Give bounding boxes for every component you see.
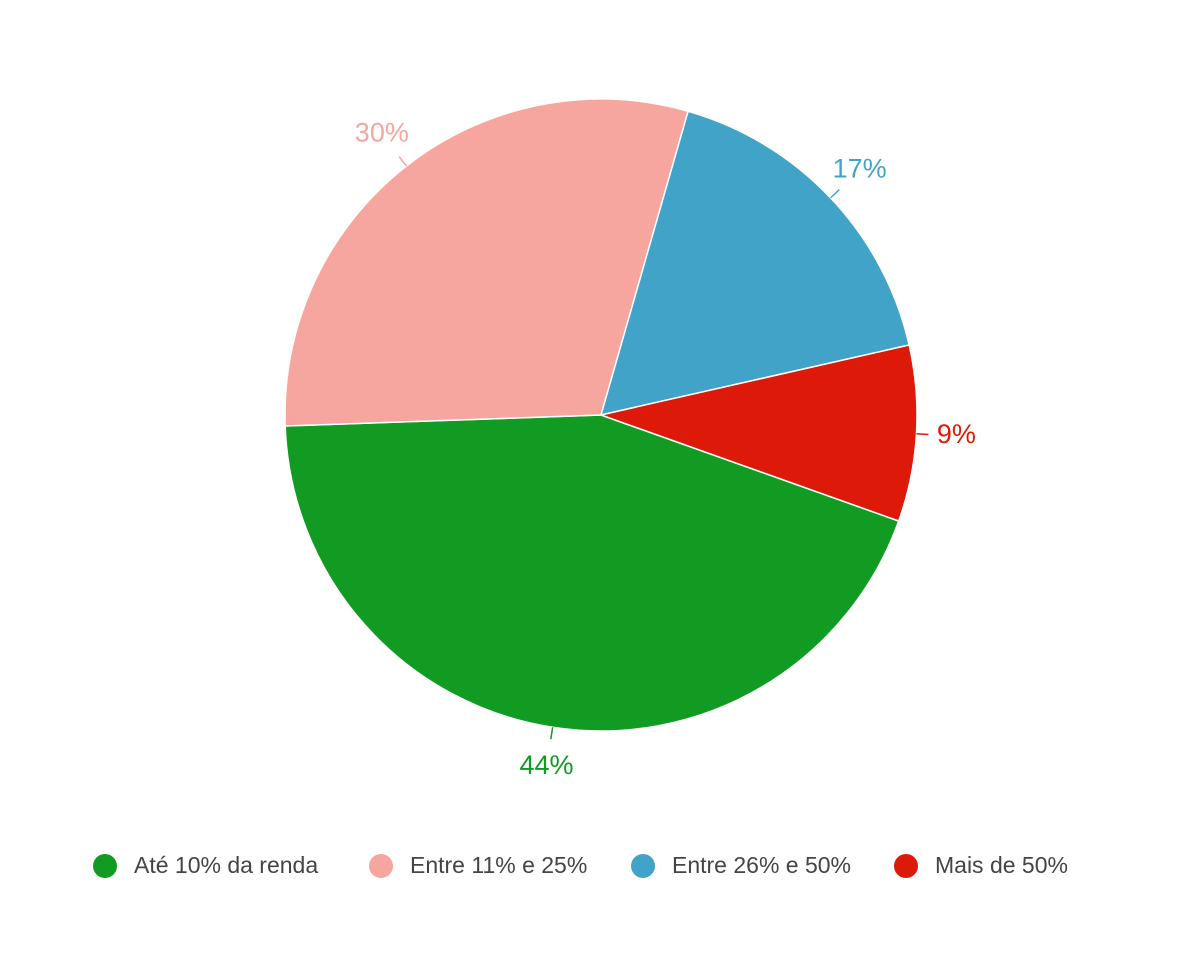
legend-label: Até 10% da renda xyxy=(134,852,318,878)
value-label: 9% xyxy=(937,419,976,449)
legend-label: Mais de 50% xyxy=(935,852,1068,878)
value-label: 17% xyxy=(833,154,887,184)
value-label: 30% xyxy=(355,118,409,148)
legend-marker xyxy=(93,854,117,878)
leader-line xyxy=(550,727,554,740)
pie-slice xyxy=(284,98,690,427)
pie-slice xyxy=(599,110,911,417)
value-label: 44% xyxy=(520,750,574,780)
leader-line xyxy=(830,189,840,199)
legend-label: Entre 11% e 25% xyxy=(410,852,587,878)
leader-line xyxy=(916,432,929,436)
legend-label: Entre 26% e 50% xyxy=(672,852,851,878)
legend-marker xyxy=(369,854,393,878)
leader-line xyxy=(398,156,408,167)
legend-marker xyxy=(894,854,918,878)
pie-slice xyxy=(284,414,900,732)
pie-slice xyxy=(598,344,918,522)
legend-marker xyxy=(631,854,655,878)
